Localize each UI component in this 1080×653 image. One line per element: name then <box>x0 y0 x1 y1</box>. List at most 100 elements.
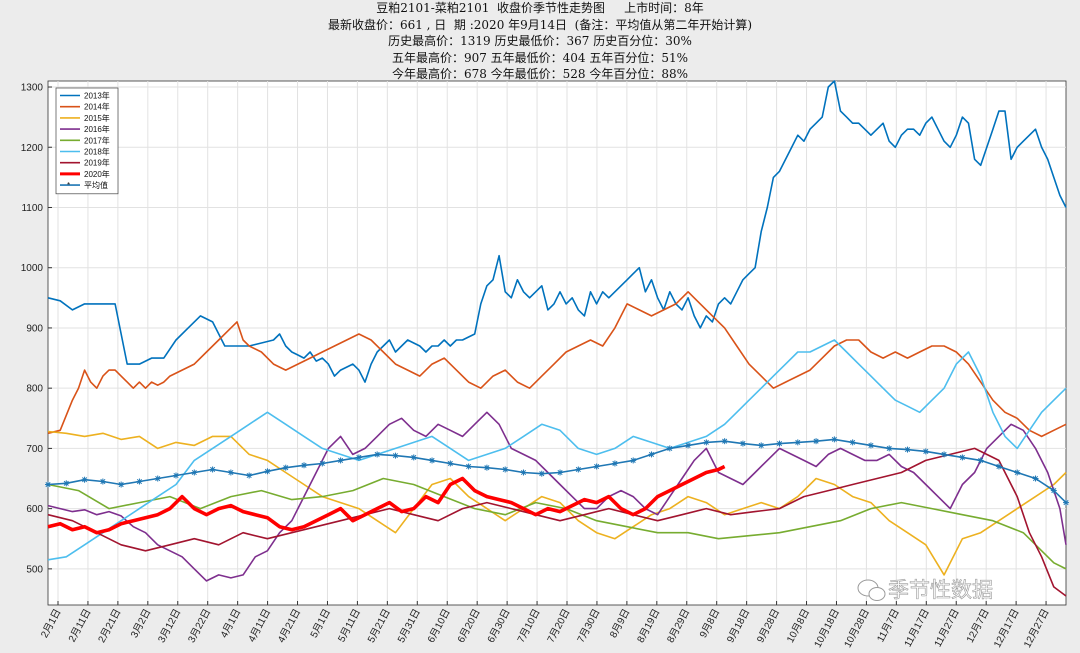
average-marker <box>502 466 509 473</box>
x-tick-label: 3月2日 <box>128 607 153 640</box>
average-marker <box>136 478 143 485</box>
average-marker <box>922 448 929 455</box>
legend-label: 2020年 <box>84 169 110 179</box>
average-marker <box>1050 487 1057 494</box>
average-marker <box>886 445 893 452</box>
average-marker <box>173 472 180 479</box>
y-tick-label: 700 <box>26 444 43 455</box>
x-tick-label: 8月29日 <box>665 607 693 645</box>
x-tick-label: 7月30日 <box>575 607 603 645</box>
average-marker <box>520 469 527 476</box>
x-tick-label: 4月21日 <box>275 607 303 645</box>
average-marker <box>99 478 106 485</box>
average-marker <box>355 454 362 461</box>
average-marker <box>611 460 618 467</box>
average-marker <box>246 472 253 479</box>
average-marker <box>941 451 948 458</box>
x-tick-label: 3月12日 <box>156 607 184 645</box>
x-tick-label: 12月17日 <box>991 607 1021 650</box>
average-marker <box>904 446 911 453</box>
title-line-4: 五年最高价：907 五年最低价：404 五年百分位：51% <box>391 50 689 65</box>
watermark: 季节性数据 <box>857 578 993 602</box>
x-tick-label: 5月1日 <box>308 607 333 640</box>
average-marker <box>154 475 161 482</box>
average-marker <box>813 438 820 445</box>
average-marker <box>118 481 125 488</box>
x-tick-label: 7月10日 <box>515 607 543 645</box>
average-marker <box>392 452 399 459</box>
average-marker <box>429 457 436 464</box>
x-tick-label: 12月27日 <box>1021 607 1051 650</box>
series-line-2015 <box>47 430 1067 576</box>
average-marker <box>63 480 70 487</box>
average-marker <box>1014 469 1021 476</box>
x-tick-label: 6月10日 <box>425 607 453 645</box>
y-tick-label: 1300 <box>21 83 44 94</box>
average-marker <box>557 469 564 476</box>
x-tick-label: 2月21日 <box>96 607 124 645</box>
average-marker <box>483 464 490 471</box>
average-marker <box>666 445 673 452</box>
x-tick-label: 9月28日 <box>754 607 782 645</box>
average-marker <box>447 460 454 467</box>
x-tick-label: 5月11日 <box>336 607 363 644</box>
average-marker <box>191 469 198 476</box>
x-tick-label: 9月18日 <box>724 607 752 645</box>
legend-label: 2017年 <box>84 135 110 145</box>
average-marker <box>81 476 88 483</box>
y-axis-ticks: 500 600 700 800 900 1000 1100 1200 1300 <box>21 83 52 575</box>
average-marker <box>319 460 326 467</box>
y-tick-label: 600 <box>26 504 43 515</box>
x-tick-label: 5月21日 <box>365 607 393 645</box>
legend-label: 2014年 <box>84 102 110 112</box>
x-tick-label: 8月9日 <box>607 607 632 640</box>
y-tick-label: 1200 <box>21 143 44 154</box>
x-tick-label: 11月27日 <box>932 607 962 649</box>
average-marker <box>264 468 271 475</box>
x-tick-label: 10月18日 <box>812 607 842 650</box>
x-axis-ticks: 2月1日 2月11日 2月21日 3月2日 3月12日 3月22日 4月1日 4月11日 4月2… <box>38 601 1052 650</box>
legend-marker-icon: * <box>67 181 70 190</box>
y-tick-label: 900 <box>26 323 43 334</box>
legend-label: 2016年 <box>84 124 110 134</box>
y-tick-label: 1100 <box>21 203 43 214</box>
grid-lines <box>48 81 1066 605</box>
average-marker <box>45 481 51 488</box>
average-marker <box>977 457 984 464</box>
average-marker <box>301 462 308 469</box>
average-marker <box>575 466 582 473</box>
average-marker <box>867 442 874 449</box>
x-tick-label: 8月19日 <box>635 607 663 645</box>
x-tick-label: 12月7日 <box>964 607 992 645</box>
x-tick-label: 3月22日 <box>186 607 214 645</box>
title-line-2: 最新收盘价：661 , 日 期 :2020 年9月14日 (备注：平均值从第二年… <box>327 17 753 32</box>
average-marker <box>630 457 637 464</box>
title-line-3: 历史最高价：1319 历史最低价：367 历史百分位：30% <box>388 34 692 48</box>
x-tick-label: 10月8日 <box>784 607 812 645</box>
average-marker <box>227 469 234 476</box>
legend-label: 2013年 <box>84 91 110 101</box>
average-marker <box>593 463 600 470</box>
average-marker <box>538 470 545 477</box>
x-tick-label: 4月11日 <box>246 607 273 644</box>
y-tick-label: 800 <box>26 384 43 395</box>
chart-title-block: 豆粕2101-菜粕2101 收盘价季节性走势图 上市时间：8年 最新收盘价：66… <box>0 0 1080 83</box>
y-tick-label: 1000 <box>21 263 44 274</box>
average-marker <box>1063 499 1069 506</box>
x-tick-label: 10月28日 <box>842 607 872 650</box>
x-tick-label: 4月1日 <box>218 607 243 640</box>
wechat-icon <box>857 579 886 601</box>
series-layer <box>45 80 1069 597</box>
average-marker <box>703 439 710 446</box>
series-line-2013 <box>47 80 1067 383</box>
average-marker <box>849 439 856 446</box>
title-line-5: 今年最高价：678 今年最低价：528 今年百分位：88% <box>391 67 689 81</box>
legend-label: 2018年 <box>84 147 110 157</box>
x-tick-label: 9月8日 <box>697 607 722 640</box>
average-marker <box>794 439 801 446</box>
series-line-2016 <box>47 411 1067 582</box>
average-marker <box>995 463 1002 470</box>
average-marker <box>648 451 655 458</box>
